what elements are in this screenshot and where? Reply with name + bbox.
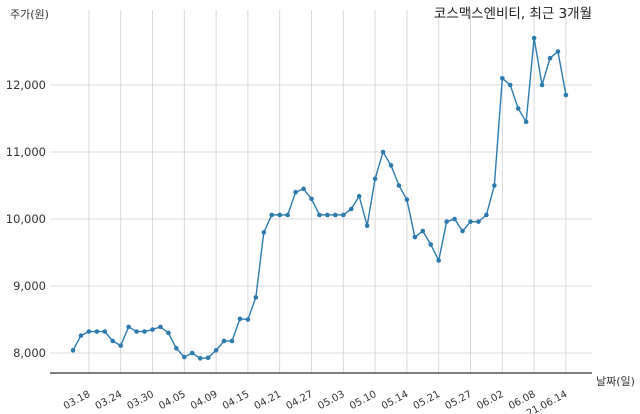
data-point bbox=[70, 348, 76, 353]
y-tick-label: 12,000 bbox=[6, 78, 46, 92]
data-point bbox=[460, 228, 465, 234]
data-point bbox=[515, 106, 521, 111]
data-point bbox=[452, 216, 457, 222]
x-tick-label: 04.05 bbox=[157, 389, 187, 412]
data-point bbox=[261, 230, 267, 235]
data-point bbox=[356, 193, 362, 199]
x-tick-label: 03.24 bbox=[94, 389, 124, 412]
data-point bbox=[507, 82, 513, 88]
x-tick-label: 04.27 bbox=[284, 389, 314, 412]
data-point bbox=[563, 92, 569, 98]
x-tick-label: 05.10 bbox=[348, 389, 378, 412]
data-point bbox=[158, 324, 163, 330]
data-point bbox=[420, 228, 426, 234]
data-point bbox=[500, 76, 505, 81]
data-point bbox=[86, 329, 92, 334]
x-axis-label: 날짜(일) bbox=[596, 374, 635, 388]
data-point bbox=[531, 35, 537, 41]
x-tick-label: 06.02 bbox=[475, 389, 505, 412]
chart-title: 코스맥스엔비티, 최근 3개월 bbox=[434, 6, 592, 22]
data-point bbox=[150, 327, 155, 332]
data-points bbox=[70, 35, 569, 361]
x-tick-label: 05.27 bbox=[443, 389, 473, 412]
x-tick-label: 05.03 bbox=[316, 389, 346, 412]
data-point bbox=[412, 234, 418, 240]
data-point bbox=[189, 350, 195, 356]
data-point bbox=[404, 197, 410, 202]
data-point bbox=[333, 212, 338, 218]
data-point bbox=[245, 317, 251, 322]
data-point bbox=[523, 119, 529, 125]
data-point bbox=[309, 196, 314, 202]
series bbox=[72, 37, 567, 360]
x-tick-label: 04.21 bbox=[253, 389, 283, 412]
data-point bbox=[277, 212, 283, 218]
y-tick-label: 10,000 bbox=[6, 212, 46, 226]
data-point bbox=[269, 212, 275, 218]
data-point bbox=[341, 212, 346, 218]
data-point bbox=[126, 324, 131, 330]
data-point bbox=[166, 330, 171, 336]
data-point bbox=[380, 149, 386, 155]
price-series-line bbox=[72, 37, 567, 360]
data-point bbox=[118, 343, 123, 348]
data-point bbox=[555, 49, 561, 54]
grid bbox=[50, 10, 592, 373]
data-point bbox=[205, 355, 211, 360]
data-point bbox=[388, 163, 394, 168]
data-point bbox=[221, 338, 227, 344]
data-point bbox=[348, 206, 354, 212]
data-point bbox=[174, 346, 179, 351]
data-point bbox=[182, 354, 187, 360]
x-tick-label: 03.18 bbox=[62, 389, 92, 412]
y-tick-label: 9,000 bbox=[13, 279, 46, 293]
data-point bbox=[253, 295, 259, 300]
data-point bbox=[436, 258, 442, 263]
data-point bbox=[237, 316, 243, 322]
data-point bbox=[229, 338, 235, 344]
data-point bbox=[484, 212, 489, 218]
data-point bbox=[444, 219, 449, 224]
data-point bbox=[78, 333, 84, 338]
data-point bbox=[94, 329, 100, 334]
x-tick-label: 04.15 bbox=[221, 389, 251, 412]
data-point bbox=[197, 356, 203, 361]
data-point bbox=[372, 176, 378, 182]
x-tick-label: 04.09 bbox=[189, 389, 219, 412]
x-tick-label: 05.14 bbox=[380, 389, 410, 412]
data-point bbox=[428, 242, 434, 247]
data-point bbox=[364, 223, 370, 228]
y-tick-labels: 8,000 9,000 10,000 11,000 12,000 bbox=[6, 78, 46, 360]
data-point bbox=[492, 183, 497, 188]
data-point bbox=[476, 219, 481, 224]
data-point bbox=[547, 55, 553, 61]
data-point bbox=[142, 329, 147, 334]
data-point bbox=[285, 212, 290, 218]
x-tick-labels: 03.18 03.24 03.30 04.05 04.09 04.15 04.21 04.27… bbox=[62, 389, 569, 414]
data-point bbox=[317, 212, 322, 218]
data-point bbox=[539, 82, 545, 88]
data-point bbox=[301, 186, 306, 192]
data-point bbox=[293, 189, 298, 195]
y-tick-label: 8,000 bbox=[13, 346, 46, 360]
data-point bbox=[134, 329, 139, 334]
x-tick-label: 05.21 bbox=[412, 389, 442, 412]
y-tick-label: 11,000 bbox=[6, 145, 46, 159]
y-axis-label: 주가(원) bbox=[10, 8, 49, 21]
data-point bbox=[102, 329, 108, 334]
data-point bbox=[468, 219, 473, 224]
data-point bbox=[325, 212, 330, 218]
x-tick-label: 03.30 bbox=[125, 389, 155, 412]
data-point bbox=[110, 338, 116, 344]
data-point bbox=[213, 348, 219, 353]
data-point bbox=[396, 183, 402, 188]
